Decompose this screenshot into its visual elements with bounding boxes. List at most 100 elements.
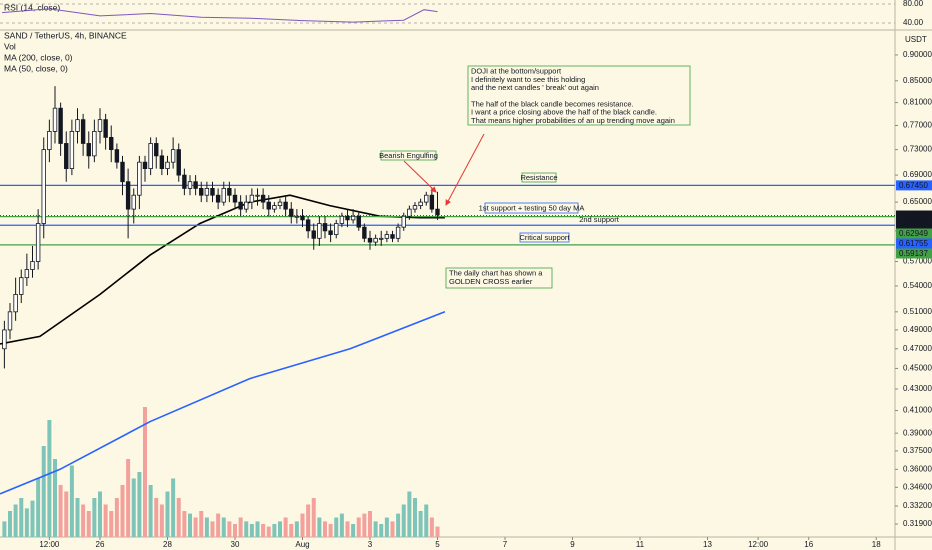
y-tick-label: 0.54000 xyxy=(903,281,932,290)
volume-bar xyxy=(64,491,69,537)
volume-bar xyxy=(148,485,153,537)
candle-body xyxy=(13,294,18,313)
volume-bar xyxy=(289,524,294,537)
volume-bar xyxy=(356,517,361,537)
candle-body xyxy=(75,119,80,132)
volume-bar xyxy=(407,491,412,537)
candle-body xyxy=(244,201,249,210)
candle-body xyxy=(109,136,114,151)
volume-bar xyxy=(103,504,108,537)
annotation-text: Critical support xyxy=(519,233,570,242)
volume-bar xyxy=(216,513,221,537)
volume-bar xyxy=(165,491,170,537)
candle-body xyxy=(187,181,193,189)
volume-bar xyxy=(199,511,204,537)
volume-bar xyxy=(58,485,63,537)
candle-body xyxy=(255,194,260,197)
volume-bar xyxy=(81,504,86,537)
candle-body xyxy=(215,194,221,203)
x-tick-label: 26 xyxy=(96,540,105,549)
y-tick-label: 0.49000 xyxy=(903,325,932,334)
candle-body xyxy=(148,143,153,169)
candle-body xyxy=(35,223,41,262)
legend-volume: Vol xyxy=(4,41,16,51)
volume-bar xyxy=(114,498,119,537)
annotation-text: 2nd support xyxy=(579,215,620,224)
annotation-text: I want a price closing above the half of… xyxy=(471,108,657,117)
plot-area xyxy=(0,86,895,537)
candle-body xyxy=(227,188,232,196)
annotation-text: I definitely want to see this holding xyxy=(471,75,585,84)
candle-body xyxy=(300,215,305,221)
volume-bar xyxy=(131,478,136,537)
volume-bar xyxy=(221,517,226,537)
price-label-box xyxy=(896,228,932,239)
x-tick-label: 12:00 xyxy=(39,540,60,549)
volume-bar xyxy=(412,498,417,537)
candle-body xyxy=(260,194,266,203)
volume-bar xyxy=(176,498,181,537)
annotation-box xyxy=(519,232,570,243)
y-tick-label: 0.51000 xyxy=(903,307,932,316)
volume-bar xyxy=(36,478,41,537)
annotation-text: Bearish Engulfing xyxy=(379,151,438,160)
overlay-layer: SAND / TetherUS, 4h, BINANCE Vol MA (200… xyxy=(4,2,927,289)
x-tick-label: 30 xyxy=(231,540,240,549)
volume-bar xyxy=(232,524,237,537)
y-tick-label: 0.47000 xyxy=(903,344,932,353)
volume-bar xyxy=(362,513,367,537)
candle-body xyxy=(176,149,181,176)
x-tick-label: 7 xyxy=(503,540,508,549)
volume-bar xyxy=(379,524,384,537)
volume-bar xyxy=(69,465,74,537)
candle-body xyxy=(328,230,333,235)
moving-average xyxy=(0,311,446,495)
volume-bar xyxy=(159,504,164,537)
volume-bar xyxy=(24,508,29,537)
y-tick-label: 0.31900 xyxy=(903,519,932,528)
candle-body xyxy=(339,215,345,224)
candle-body xyxy=(238,201,243,210)
candle-body xyxy=(170,149,176,163)
candle-body xyxy=(429,194,435,210)
candle-body xyxy=(350,215,356,221)
candle-body xyxy=(131,194,136,210)
x-tick-label: 3 xyxy=(368,540,373,549)
volume-bar xyxy=(306,504,311,537)
candle-body xyxy=(249,194,255,203)
x-tick-label: Aug xyxy=(295,540,309,549)
candle-body xyxy=(2,329,7,350)
volume-bar xyxy=(277,521,282,537)
volume-bar xyxy=(396,513,401,537)
volume-bar xyxy=(204,517,209,537)
candle-body xyxy=(41,149,46,224)
candle-body xyxy=(120,161,125,183)
candle-body xyxy=(345,215,350,221)
candle-body xyxy=(311,230,316,239)
price-label: 0.67450 xyxy=(899,181,928,190)
candle-body xyxy=(373,237,378,243)
annotation-text: and the next candles ' break' out again xyxy=(471,83,599,92)
volume-bar xyxy=(227,521,232,537)
price-unit: USDT xyxy=(905,35,927,44)
candle-body xyxy=(137,161,142,196)
annotation-text: The daily chart has shown a xyxy=(449,268,543,277)
volume-bar xyxy=(19,498,24,537)
arrow xyxy=(445,133,485,206)
volume-bar xyxy=(137,472,142,537)
candle-body xyxy=(401,215,406,228)
candle-body xyxy=(277,201,283,207)
volume-bar xyxy=(317,517,322,537)
volume-bar xyxy=(244,521,249,537)
last-price-label: 0.63105 xyxy=(899,211,928,220)
volume-bar xyxy=(86,511,91,537)
candle-body xyxy=(199,188,204,196)
price-label-box xyxy=(896,180,932,191)
y-tick-label: 0.33200 xyxy=(903,501,932,510)
rsi-tick-label: 80.00 xyxy=(903,0,924,8)
arrow xyxy=(403,160,437,193)
volume-bar xyxy=(154,498,159,537)
annotation-text: GOLDEN CROSS earlier xyxy=(449,277,533,286)
volume-bar xyxy=(384,517,389,537)
